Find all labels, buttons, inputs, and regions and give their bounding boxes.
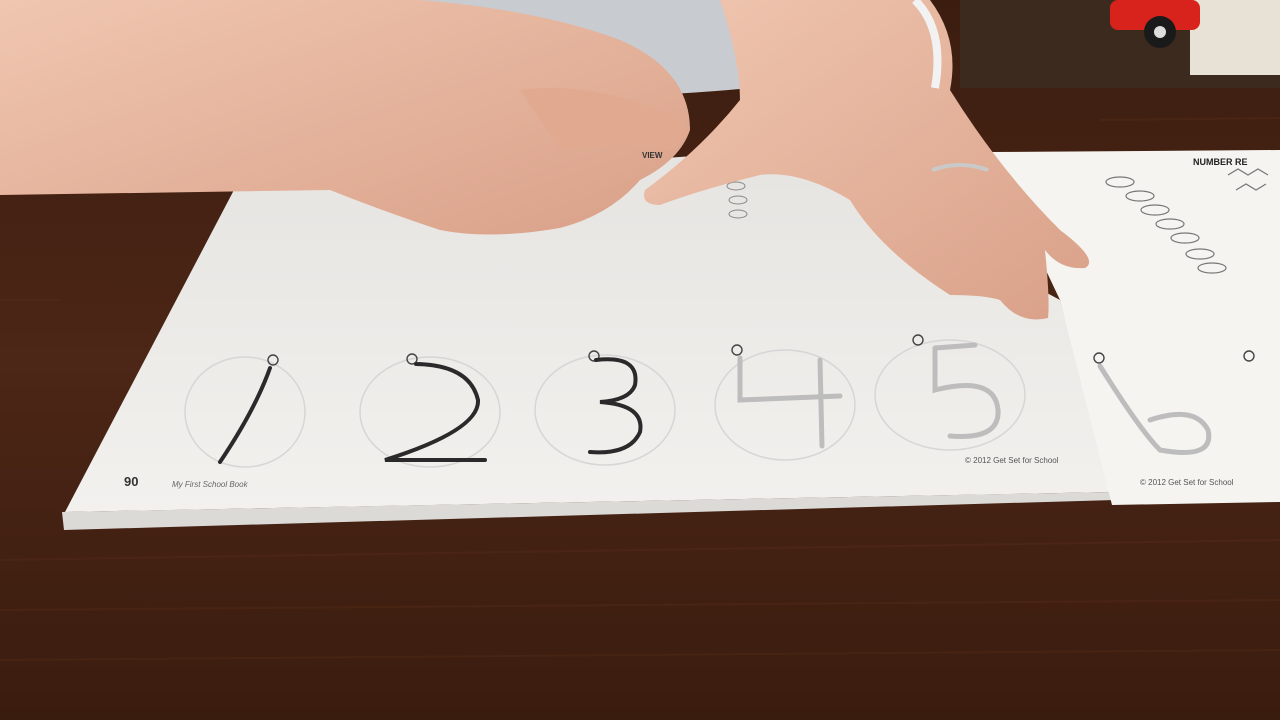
- digit-3-traced: [588, 357, 643, 455]
- book-title-footer: My First School Book: [172, 480, 248, 489]
- left-page-heading-fragment: VIEW: [642, 151, 663, 160]
- number-guide-ovals: [184, 339, 1026, 468]
- right-page-heading-fragment: NUMBER RE: [1193, 157, 1248, 167]
- smiley-start-dots: [267, 334, 1255, 366]
- guide-digits: [737, 342, 1212, 455]
- page-number: 90: [124, 474, 139, 489]
- right-page-counting-pictures: [1105, 168, 1269, 274]
- left-arm: [0, 0, 690, 235]
- traced-digits: [218, 357, 643, 464]
- digit-6-guide: [1097, 363, 1212, 455]
- page-stack-edge: [62, 492, 1115, 530]
- digit-1-traced: [218, 366, 272, 464]
- digit-2-traced: [384, 362, 487, 462]
- right-hand: [644, 0, 1090, 320]
- toy-car: [1110, 0, 1200, 48]
- bracelet: [912, 0, 942, 89]
- workbook-left-page: [65, 150, 1112, 512]
- digit-5-guide: [932, 342, 1001, 439]
- wood-grain: [0, 117, 1280, 661]
- ring: [931, 163, 989, 172]
- left-page-copyright: © 2012 Get Set for School: [965, 456, 1059, 465]
- pencil-hand-fingers: [520, 88, 684, 150]
- wall-right: [1190, 0, 1280, 75]
- digit-4-guide: [737, 355, 843, 449]
- right-page-copyright: © 2012 Get Set for School: [1140, 478, 1234, 487]
